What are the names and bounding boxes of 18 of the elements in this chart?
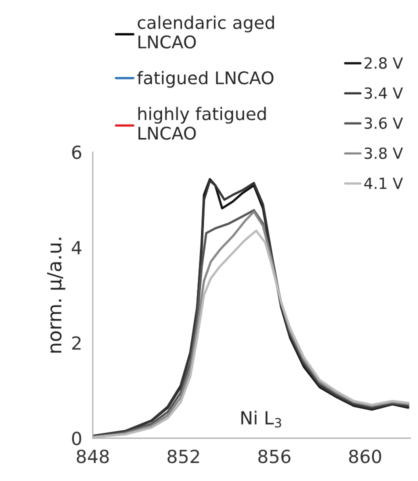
x-tick-label: 848 [76, 450, 109, 464]
legend-label: 3.8 V [364, 147, 403, 160]
x-tick-label: 856 [258, 450, 290, 464]
y-tick-label: 6 [72, 145, 82, 160]
y-axis-title: norm. μ/a.u. [47, 238, 66, 353]
legend-label: highly fatigued LNCAO [138, 106, 266, 140]
y-tick-label: 0 [72, 432, 82, 446]
x-tick-label: 860 [349, 450, 382, 464]
x-tick-label: 852 [168, 450, 199, 464]
legend-label: 4.1 V [364, 178, 403, 189]
legend-label: 2.8 V [364, 57, 403, 69]
y-tick-label: 4 [72, 241, 82, 254]
legend-label: 3.6 V [364, 117, 403, 129]
legend-label: fatigued LNCAO [137, 70, 274, 88]
annotation: Ni L$_{3}$ [241, 410, 282, 428]
legend-label: 3.4 V [364, 87, 403, 99]
legend-label: calendaric aged LNCAO [138, 16, 274, 49]
y-tick-label: 2 [72, 336, 81, 350]
